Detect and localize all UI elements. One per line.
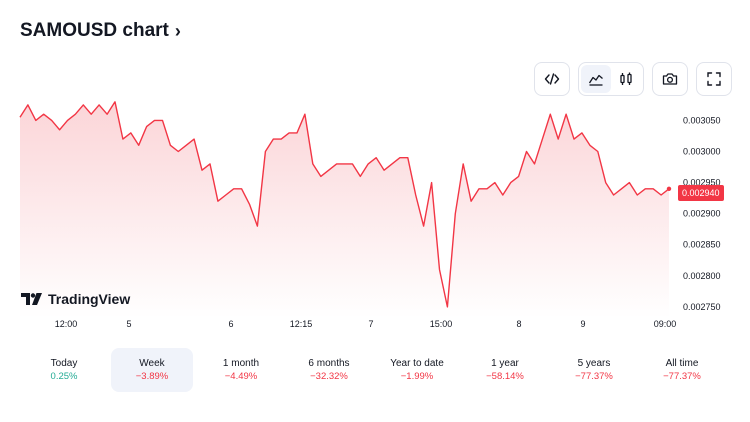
range-label: 6 months <box>308 358 350 369</box>
range-change: −77.37% <box>575 371 613 382</box>
snapshot-group <box>652 62 688 96</box>
range-year-to-date[interactable]: Year to date −1.99% <box>376 348 458 392</box>
embed-icon <box>544 73 560 85</box>
y-tick-label: 0.003000 <box>683 147 721 157</box>
y-tick-label: 0.002900 <box>683 209 721 219</box>
x-tick-label: 8 <box>516 319 521 329</box>
range-label: 1 month <box>222 358 260 369</box>
tradingview-logo-text: TradingView <box>48 291 131 307</box>
range-1-year[interactable]: 1 year −58.14% <box>464 348 546 392</box>
snapshot-button[interactable] <box>655 65 685 93</box>
y-tick-label: 0.002800 <box>683 271 721 281</box>
range-label: Today <box>50 358 78 369</box>
embed-group <box>534 62 570 96</box>
fullscreen-group <box>696 62 732 96</box>
y-axis: 0.003050 0.003000 0.002950 0.002900 0.002850… <box>683 115 721 311</box>
range-label: 1 year <box>491 358 519 369</box>
y-tick-label: 0.003050 <box>683 115 721 125</box>
range-today[interactable]: Today 0.25% <box>23 348 105 392</box>
x-tick-label: 09:00 <box>654 319 677 329</box>
range-change: −77.37% <box>663 371 701 382</box>
range-change: −3.89% <box>135 371 169 382</box>
chart-type-group <box>578 62 644 96</box>
range-6-months[interactable]: 6 months −32.32% <box>288 348 370 392</box>
candles-icon <box>620 72 632 85</box>
x-tick-label: 12:15 <box>290 319 313 329</box>
x-tick-label: 15:00 <box>430 319 453 329</box>
tradingview-logo-icon <box>21 293 42 305</box>
embed-button[interactable] <box>537 65 567 93</box>
chart-title-link[interactable]: SAMOUSD chart › <box>20 20 181 42</box>
price-line <box>19 101 670 308</box>
range-change: −58.14% <box>486 371 524 382</box>
area-chart-icon <box>588 74 603 86</box>
range-change: −4.49% <box>224 371 258 382</box>
range-1-month[interactable]: 1 month −4.49% <box>200 348 282 392</box>
range-all-time[interactable]: All time −77.37% <box>641 348 723 392</box>
y-tick-label: 0.002850 <box>683 240 721 250</box>
area-chart-button[interactable] <box>581 65 611 93</box>
y-tick-label: 0.002950 <box>683 178 721 188</box>
last-price-dot <box>666 186 672 191</box>
range-label: Week <box>139 358 165 369</box>
price-chart[interactable]: 0.003050 0.003000 0.002950 0.002900 0.002850… <box>0 0 750 340</box>
chart-title: SAMOUSD chart <box>20 20 169 41</box>
range-5-years[interactable]: 5 years −77.37% <box>553 348 635 392</box>
range-change: −1.99% <box>400 371 434 382</box>
range-label: 5 years <box>577 358 611 369</box>
y-tick-label: 0.002750 <box>683 302 721 312</box>
tradingview-logo[interactable]: TradingView <box>21 291 130 307</box>
range-week[interactable]: Week −3.89% <box>111 348 193 392</box>
time-range-bar: Today 0.25% Week −3.89% 1 month −4.49% 6 month… <box>0 348 750 392</box>
x-tick-label: 12:00 <box>55 319 78 329</box>
range-change: −32.32% <box>310 371 348 382</box>
fullscreen-button[interactable] <box>699 65 729 93</box>
fullscreen-icon <box>707 72 721 86</box>
x-axis: 12:00 5 6 12:15 7 15:00 8 9 09:00 <box>55 319 677 329</box>
range-label: All time <box>665 358 699 369</box>
x-tick-label: 9 <box>580 319 585 329</box>
chart-toolbar <box>534 62 732 96</box>
range-label: Year to date <box>390 358 444 369</box>
candles-button[interactable] <box>611 65 641 93</box>
range-change: 0.25% <box>50 371 78 382</box>
price-area <box>20 101 669 318</box>
x-tick-label: 5 <box>126 319 131 329</box>
chevron-right-icon: › <box>174 20 181 41</box>
x-tick-label: 7 <box>368 319 373 329</box>
camera-icon <box>662 73 678 85</box>
x-tick-label: 6 <box>228 319 233 329</box>
current-price-badge: 0.002940 <box>678 185 724 201</box>
